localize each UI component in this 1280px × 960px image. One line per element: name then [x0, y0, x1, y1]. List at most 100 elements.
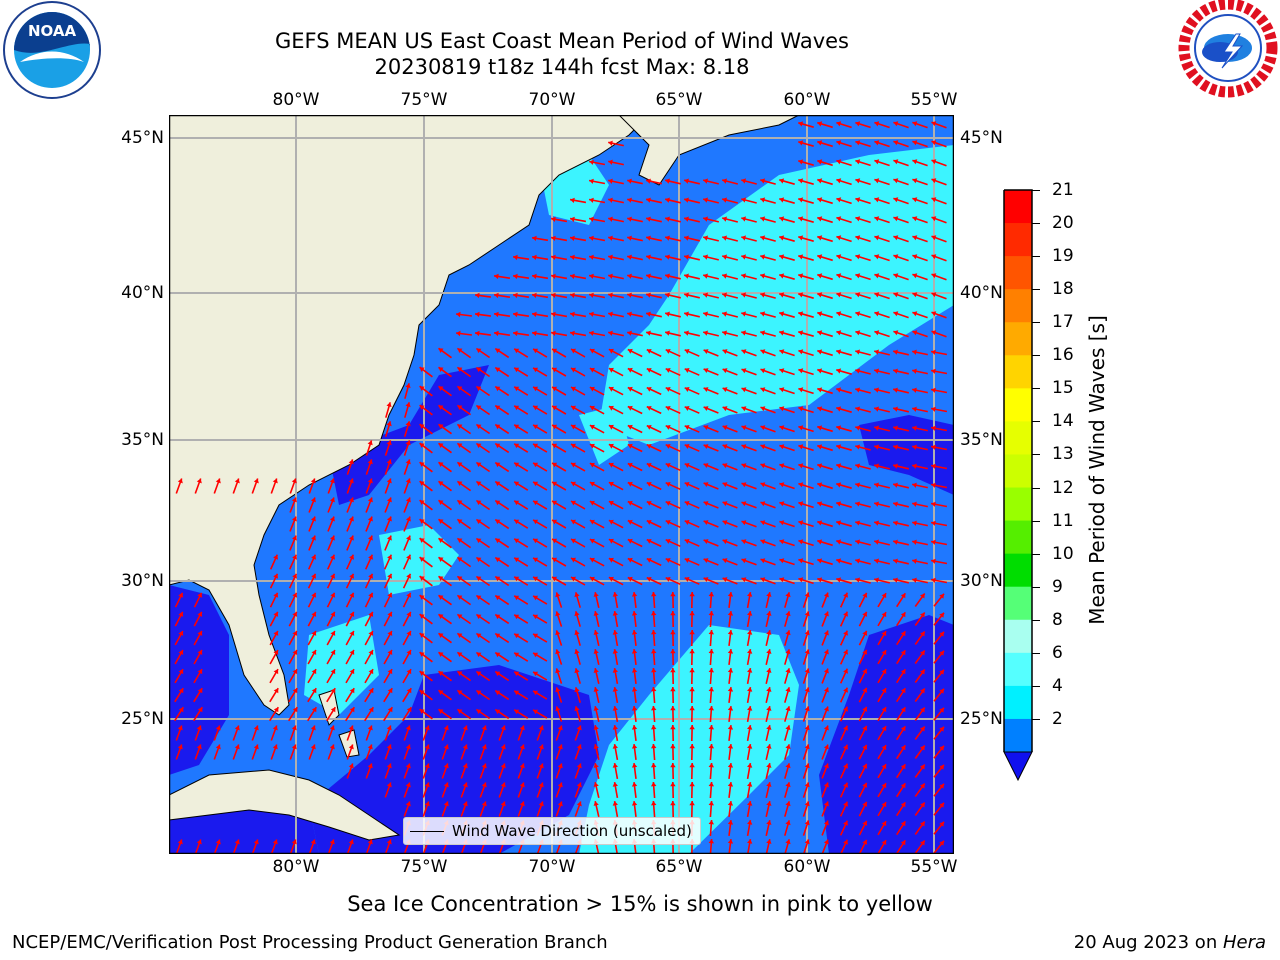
wind-arrow-head	[893, 482, 898, 488]
wind-arrow-head	[900, 707, 906, 713]
wind-arrow-head	[533, 367, 539, 373]
wind-arrow-head	[823, 725, 829, 731]
wind-arrow-head	[273, 611, 279, 617]
wind-arrow-head	[708, 706, 714, 711]
wind-arrow-head	[406, 631, 412, 636]
wind-arrow-head	[766, 763, 772, 768]
wind-arrow-head	[457, 538, 463, 543]
wind-arrow-head	[608, 311, 613, 317]
wind-arrow-head	[893, 387, 898, 393]
wind-arrow-head	[760, 501, 766, 507]
wind-arrow-head	[684, 273, 689, 279]
wind-arrow-head	[292, 611, 298, 617]
wind-arrow-head	[912, 292, 918, 298]
wind-arrow-head	[273, 592, 279, 598]
wind-arrow-head	[272, 725, 278, 731]
wind-arrow-head	[785, 801, 791, 807]
wind-arrow-head	[855, 121, 861, 127]
wave-region-dark	[329, 365, 489, 505]
wind-arrow-head	[627, 386, 633, 392]
wind-arrow-head	[386, 725, 392, 731]
colorbar-segment	[1004, 322, 1032, 356]
wind-arrow-head	[570, 254, 575, 260]
wind-arrow-head	[727, 630, 734, 635]
wind-arrow-head	[798, 425, 804, 431]
wind-arrow-head	[311, 611, 317, 617]
wind-arrow-head	[646, 520, 652, 525]
wind-arrow-head	[920, 745, 925, 751]
wind-arrow-head	[197, 707, 203, 713]
wind-arrow-head	[593, 611, 599, 616]
wind-arrow-head	[779, 387, 785, 393]
wind-arrow-head	[912, 159, 918, 165]
wind-arrow-head	[348, 725, 354, 731]
wind-arrow-head	[684, 558, 690, 563]
wind-arrow-head	[779, 425, 785, 431]
wind-arrow-head	[476, 386, 482, 392]
wind-arrow-head	[874, 577, 879, 583]
wind-arrow-head	[798, 292, 804, 298]
wind-arrow-head	[570, 216, 575, 222]
wind-arrow-head	[589, 576, 595, 582]
lon-tick-top: 75°W	[400, 90, 448, 110]
colorbar-segment	[1004, 289, 1032, 323]
wind-arrow-head	[593, 687, 599, 692]
wind-arrow-head	[931, 216, 937, 222]
wind-arrow-head	[368, 669, 374, 675]
wind-arrow-head	[727, 649, 734, 654]
wind-arrow-head	[273, 631, 279, 636]
wind-arrow-head	[836, 558, 842, 564]
wind-arrow-head	[747, 763, 753, 768]
wind-arrow-head	[571, 367, 576, 373]
wind-arrow-head	[310, 744, 316, 750]
wind-arrow-head	[665, 387, 671, 392]
wind-arrow-head	[689, 592, 695, 597]
wind-arrow-head	[330, 535, 335, 541]
wind-arrow-head	[722, 482, 728, 488]
machine-name: Hera	[1222, 932, 1266, 953]
wind-arrow-head	[513, 292, 518, 299]
wind-arrow-head	[779, 273, 785, 279]
wind-arrow-head	[646, 292, 651, 298]
wind-arrow-head	[646, 425, 652, 430]
wind-arrow-head	[576, 763, 582, 769]
wind-arrow-head	[612, 687, 618, 692]
wind-arrow-head	[538, 801, 544, 807]
wind-arrow-head	[855, 273, 861, 279]
wind-arrow-head	[438, 500, 444, 505]
wind-arrow-head	[631, 782, 638, 787]
colorbar-tick-mark	[1032, 355, 1040, 357]
wind-arrow-head	[457, 557, 463, 562]
wind-arrow-head	[367, 459, 373, 465]
wind-arrow-head	[708, 687, 714, 692]
wind-arrow-head	[367, 725, 373, 731]
wind-arrow-head	[823, 649, 829, 655]
wind-arrow-head	[798, 159, 804, 165]
wind-arrow-head	[589, 462, 595, 468]
wind-arrow-head	[823, 706, 829, 712]
wind-arrow-head	[817, 577, 823, 583]
wind-arrow-head	[817, 311, 823, 317]
wind-arrow-head	[939, 783, 944, 789]
date-text: 20 Aug 2023 on Hera	[1074, 932, 1266, 953]
wind-arrow-head	[874, 273, 880, 279]
wind-arrow-head	[627, 443, 633, 449]
wind-arrow-head	[456, 330, 461, 337]
wind-arrow-head	[555, 592, 561, 598]
wind-arrow-head	[798, 558, 804, 564]
wind-arrow-head	[405, 725, 411, 731]
wind-arrow-head	[684, 216, 689, 222]
wind-arrow-head	[931, 140, 937, 146]
wind-arrow-head	[457, 424, 463, 429]
wind-arrow-head	[817, 140, 823, 146]
lat-tick-left: 25°N	[121, 709, 164, 729]
wind-arrow-head	[836, 330, 842, 336]
wind-arrow-head	[912, 520, 917, 526]
wind-arrow-head	[405, 497, 411, 503]
wind-arrow-head	[574, 706, 580, 712]
wind-arrow-head	[931, 330, 937, 336]
wind-arrow-head	[874, 482, 879, 488]
wind-arrow-head	[330, 592, 336, 598]
wind-arrow-head	[646, 501, 652, 506]
wind-arrow-head	[785, 611, 791, 617]
